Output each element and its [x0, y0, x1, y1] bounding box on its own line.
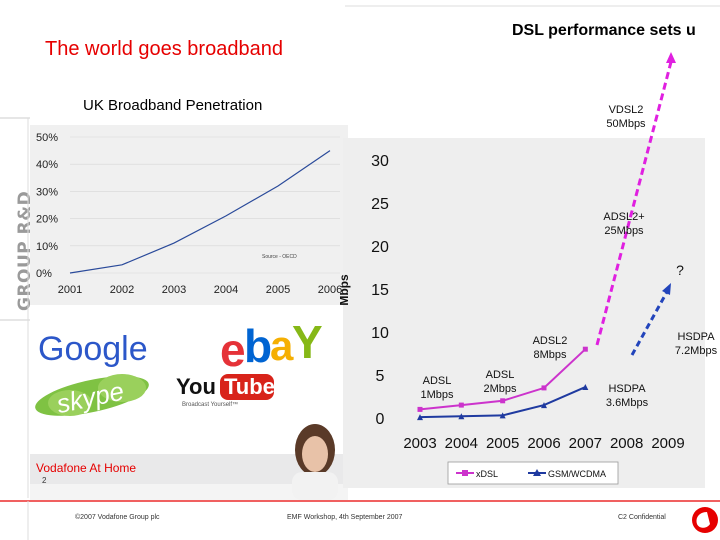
x-tick-label: 2009: [651, 435, 684, 452]
chart-annotation: ADSL2+ 25Mbps: [603, 211, 644, 237]
dsl-legend: xDSL GSM/WCDMA: [447, 461, 619, 485]
y-tick-label: 30: [371, 153, 389, 170]
dsl-chart-background: [343, 138, 705, 488]
y-tick-label: 50%: [36, 132, 58, 144]
gsm-point: [458, 413, 465, 420]
svg-text:7.2Mbps: 7.2Mbps: [675, 345, 718, 357]
x-tick-label: 2005: [266, 284, 290, 296]
svg-text:ADSL: ADSL: [486, 369, 515, 381]
xdsl-point: [500, 398, 506, 404]
svg-text:Tube: Tube: [224, 374, 275, 399]
svg-text:50Mbps: 50Mbps: [606, 118, 646, 130]
y-tick-label: 10: [371, 325, 389, 342]
xdsl-growth-arrow: [595, 61, 673, 346]
svg-text:e: e: [220, 324, 246, 376]
penetration-chart-title: UK Broadband Penetration: [83, 97, 263, 114]
svg-text:25Mbps: 25Mbps: [604, 225, 644, 237]
svg-text:Vodafone At Home: Vodafone At Home: [36, 461, 136, 475]
y-tick-label: 0%: [36, 268, 52, 280]
x-tick-label: 2002: [110, 284, 134, 296]
y-axis-label: Mbps: [340, 274, 351, 306]
svg-text:ADSL: ADSL: [423, 375, 452, 387]
svg-text:Y: Y: [292, 316, 323, 368]
chart-annotation: ADSL2 8Mbps: [533, 335, 568, 361]
ebay-logo: e b a Y: [220, 316, 323, 376]
page-number: 2: [42, 476, 47, 485]
y-tick-label: 0: [376, 411, 385, 428]
chart-annotation: ?: [676, 262, 684, 278]
gsm-arrowhead: [662, 283, 671, 295]
logo-collage: Google e b a Y skype You Tube Broadcast …: [30, 308, 348, 500]
gsm-point: [499, 412, 506, 419]
svg-text:HSDPA: HSDPA: [608, 383, 646, 395]
footer-bar: [0, 500, 720, 540]
xdsl-arrowhead: [666, 52, 676, 63]
xdsl-point: [541, 385, 547, 391]
gsm-point: [541, 402, 547, 409]
y-tick-label: 20%: [36, 214, 58, 226]
vodafone-home-banner: Vodafone At Home: [30, 424, 348, 500]
gsm-point: [417, 414, 423, 421]
svg-text:8Mbps: 8Mbps: [533, 349, 567, 361]
y-tick-label: 15: [371, 282, 389, 299]
copyright-text: ©2007 Vodafone Group plc: [75, 514, 160, 521]
gsm-point: [582, 384, 589, 391]
svg-text:2Mbps: 2Mbps: [483, 383, 517, 395]
svg-text:ADSL2+: ADSL2+: [603, 211, 644, 223]
svg-text:HSDPA: HSDPA: [677, 331, 715, 343]
svg-text:Google: Google: [38, 330, 148, 368]
youtube-logo: You Tube Broadcast Yourself™: [176, 374, 275, 408]
y-tick-label: 10%: [36, 241, 58, 253]
x-tick-label: 2005: [486, 435, 519, 452]
chart-annotation: ADSL 1Mbps: [420, 375, 454, 401]
svg-text:You: You: [176, 374, 216, 399]
xdsl-point: [417, 406, 423, 412]
x-tick-label: 2008: [610, 435, 643, 452]
y-tick-label: 5: [376, 368, 385, 385]
dsl-chart: Mbps 0 5 10 15 20 25 30 2003 2004 2005 2006 2007 20…: [340, 52, 718, 488]
slide-title: The world goes broadband: [45, 38, 283, 60]
svg-text:a: a: [270, 322, 294, 369]
svg-text:?: ?: [676, 262, 684, 278]
x-tick-label: 2007: [569, 435, 602, 452]
x-tick-label: 2006: [527, 435, 560, 452]
svg-text:VDSL2: VDSL2: [609, 104, 644, 116]
y-tick-label: 30%: [36, 186, 58, 198]
y-tick-label: 40%: [36, 159, 58, 171]
penetration-chart: 0% 10% 20% 30% 40% 50% 2001 2002 2003 2004 2005 20…: [30, 125, 348, 305]
x-tick-label: 2004: [214, 284, 238, 296]
svg-text:b: b: [244, 320, 272, 372]
classification-text: C2 Confidential: [618, 514, 666, 521]
svg-text:3.6Mbps: 3.6Mbps: [606, 397, 649, 409]
penetration-series-line: [69, 150, 331, 274]
chart-annotation: ADSL 2Mbps: [483, 369, 517, 395]
x-tick-label: 2004: [445, 435, 478, 452]
chart-annotation: HSDPA 7.2Mbps: [675, 331, 718, 357]
chart-annotation: VDSL2 50Mbps: [606, 104, 646, 130]
y-tick-label: 20: [371, 239, 389, 256]
headline: DSL performance sets u: [512, 22, 696, 39]
legend-xdsl-label: xDSL: [476, 469, 498, 479]
xdsl-point: [458, 402, 464, 408]
svg-text:Broadcast Yourself™: Broadcast Yourself™: [182, 401, 238, 408]
y-tick-label: 25: [371, 196, 389, 213]
google-logo: Google: [38, 330, 148, 368]
x-tick-label: 2003: [162, 284, 186, 296]
event-text: EMF Workshop, 4th September 2007: [287, 514, 403, 521]
chart-background: [30, 125, 348, 305]
xdsl-point: [582, 346, 588, 352]
x-tick-label: 2001: [58, 284, 82, 296]
chart-annotation: HSDPA 3.6Mbps: [606, 383, 649, 409]
legend-gsm-label: GSM/WCDMA: [548, 469, 606, 479]
svg-text:ADSL2: ADSL2: [533, 335, 568, 347]
svg-text:1Mbps: 1Mbps: [420, 389, 454, 401]
source-label: Source - OECD: [262, 254, 297, 260]
x-tick-label: 2006: [318, 284, 342, 296]
gsm-growth-arrow: [630, 289, 670, 356]
x-tick-label: 2003: [403, 435, 436, 452]
